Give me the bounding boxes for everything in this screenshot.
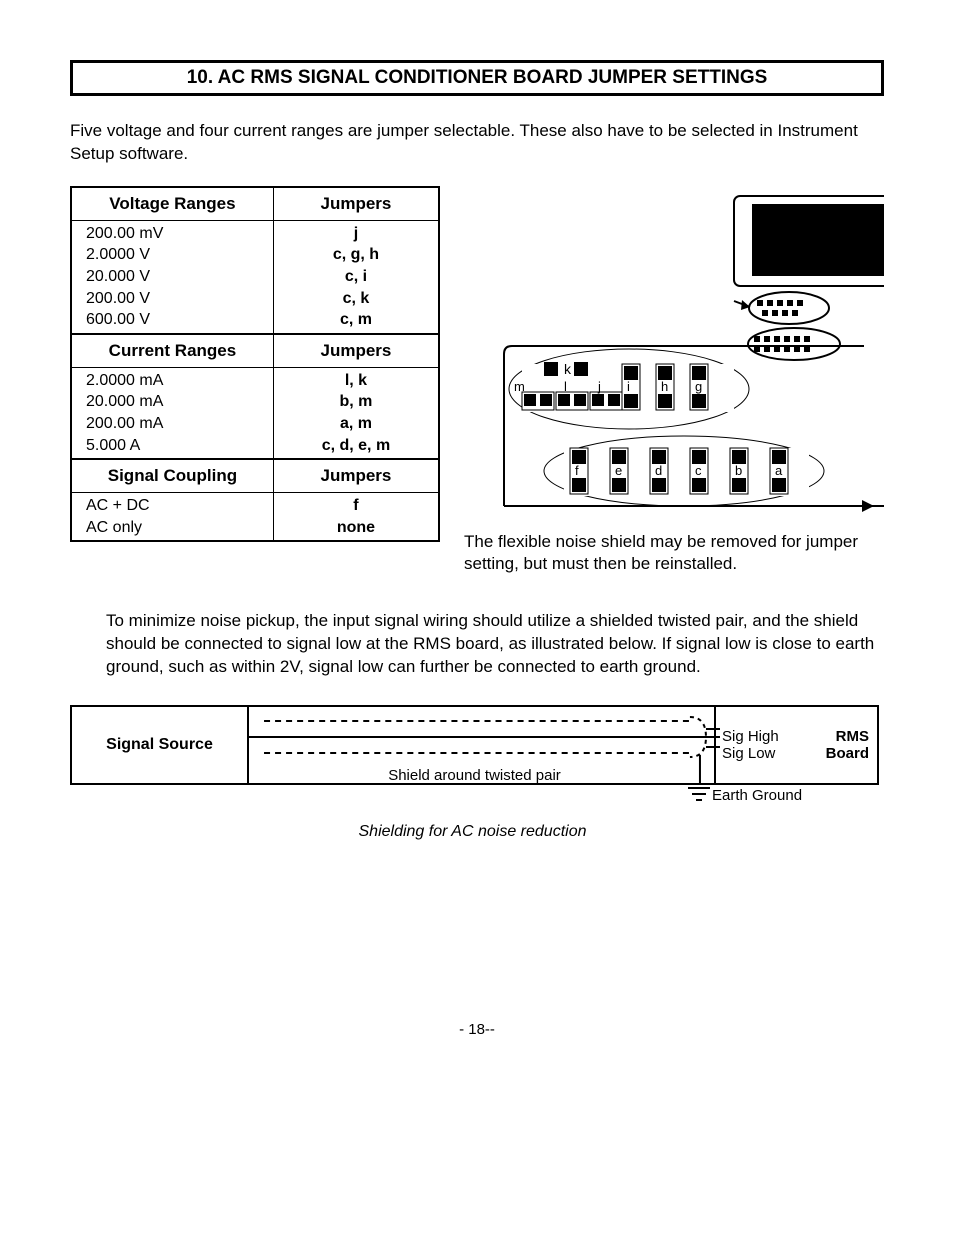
voltage-ranges-cell: 200.00 mV 2.0000 V 20.000 V 200.00 V 600… bbox=[71, 220, 273, 333]
coupling-jumpers-cell: f none bbox=[273, 493, 439, 542]
coupling-cell: AC + DC AC only bbox=[71, 493, 273, 542]
board-diagram: k mlj ihg fedcba bbox=[494, 186, 884, 521]
earth-ground-label: Earth Ground bbox=[712, 787, 802, 804]
jumper-label-h: h bbox=[661, 379, 668, 394]
shield-note: The flexible noise shield may be removed… bbox=[464, 531, 884, 575]
jumper-label-b: b bbox=[735, 463, 742, 478]
jumper-label-e: e bbox=[615, 463, 622, 478]
voltage-jumpers-cell: j c, g, h c, i c, k c, m bbox=[273, 220, 439, 333]
signal-source-box: Signal Source bbox=[72, 707, 249, 783]
earth-ground-icon bbox=[688, 784, 710, 804]
signal-coupling-header: Signal Coupling bbox=[71, 459, 273, 493]
jumper-label-d: d bbox=[655, 463, 662, 478]
body-paragraph: To minimize noise pickup, the input sign… bbox=[106, 610, 886, 679]
shielding-diagram: Signal Source Shield around twisted pair… bbox=[70, 705, 879, 785]
jumper-label-i: i bbox=[627, 379, 630, 394]
current-ranges-cell: 2.0000 mA 20.000 mA 200.00 mA 5.000 A bbox=[71, 367, 273, 459]
jumper-label-f: f bbox=[575, 463, 579, 478]
intro-paragraph: Five voltage and four current ranges are… bbox=[70, 120, 884, 166]
jumper-label-j: j bbox=[597, 379, 601, 394]
jumper-label-a: a bbox=[775, 463, 783, 478]
current-jumpers-cell: l, k b, m a, m c, d, e, m bbox=[273, 367, 439, 459]
shield-label: Shield around twisted pair bbox=[388, 767, 561, 784]
jumpers-header-3: Jumpers bbox=[273, 459, 439, 493]
section-title: 10. AC RMS SIGNAL CONDITIONER BOARD JUMP… bbox=[70, 60, 884, 96]
jumper-label-c: c bbox=[695, 463, 702, 478]
jumper-label-g: g bbox=[695, 379, 702, 394]
voltage-ranges-header: Voltage Ranges bbox=[71, 187, 273, 221]
jumper-label-l: l bbox=[564, 379, 567, 394]
page-number: - 18-- bbox=[70, 1021, 884, 1038]
jumpers-header-2: Jumpers bbox=[273, 334, 439, 368]
jumper-settings-table: Voltage Ranges Jumpers 200.00 mV 2.0000 … bbox=[70, 186, 440, 543]
current-ranges-header: Current Ranges bbox=[71, 334, 273, 368]
rms-board-box: Sig HighRMS Sig LowBoard bbox=[714, 707, 877, 783]
jumpers-header: Jumpers bbox=[273, 187, 439, 221]
jumper-label-k: k bbox=[564, 361, 572, 377]
figure-caption: Shielding for AC noise reduction bbox=[70, 823, 875, 841]
